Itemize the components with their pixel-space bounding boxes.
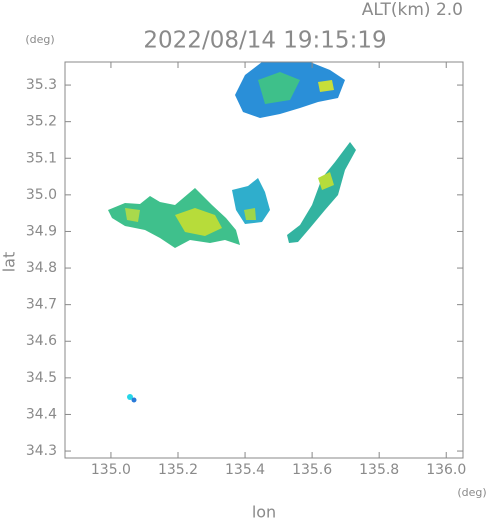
x-tick-label: 135.6 — [292, 462, 332, 478]
echo — [131, 397, 137, 403]
altitude-label: ALT(km) 2.0 — [362, 0, 463, 20]
x-tick-label: 135.0 — [91, 462, 131, 478]
echo — [287, 142, 356, 243]
y-tick-label: 35.0 — [26, 187, 57, 203]
plot-frame — [64, 61, 464, 459]
x-tick-label: 136.0 — [426, 462, 466, 478]
y-axis-label: lat — [0, 252, 19, 273]
echo — [318, 172, 334, 190]
y-tick-label: 35.1 — [26, 150, 57, 166]
echo — [318, 80, 334, 92]
y-tick-label: 34.6 — [26, 333, 57, 349]
y-tick-label: 34.5 — [26, 370, 57, 386]
chart-title: 2022/08/14 19:15:19 — [143, 28, 386, 54]
echo — [125, 208, 140, 222]
y-tick-label: 34.8 — [26, 260, 57, 276]
y-tick-label: 34.4 — [26, 406, 57, 422]
y-unit: (deg) — [25, 33, 54, 46]
y-tick-label: 34.7 — [26, 297, 57, 313]
x-tick-label: 135.8 — [359, 462, 399, 478]
echo — [258, 72, 300, 104]
x-unit: (deg) — [457, 486, 486, 499]
y-tick-label: 34.3 — [26, 443, 57, 459]
echo — [175, 208, 222, 236]
y-tick-label: 35.3 — [26, 77, 57, 93]
x-axis-label: lon — [252, 503, 276, 521]
x-tick-label: 135.4 — [225, 462, 265, 478]
echo — [127, 394, 133, 400]
y-tick-label: 34.9 — [26, 223, 57, 239]
echo — [232, 178, 270, 224]
y-tick-label: 35.2 — [26, 114, 57, 130]
x-tick-label: 135.2 — [158, 462, 198, 478]
echoes — [108, 62, 356, 403]
echo — [244, 208, 256, 220]
